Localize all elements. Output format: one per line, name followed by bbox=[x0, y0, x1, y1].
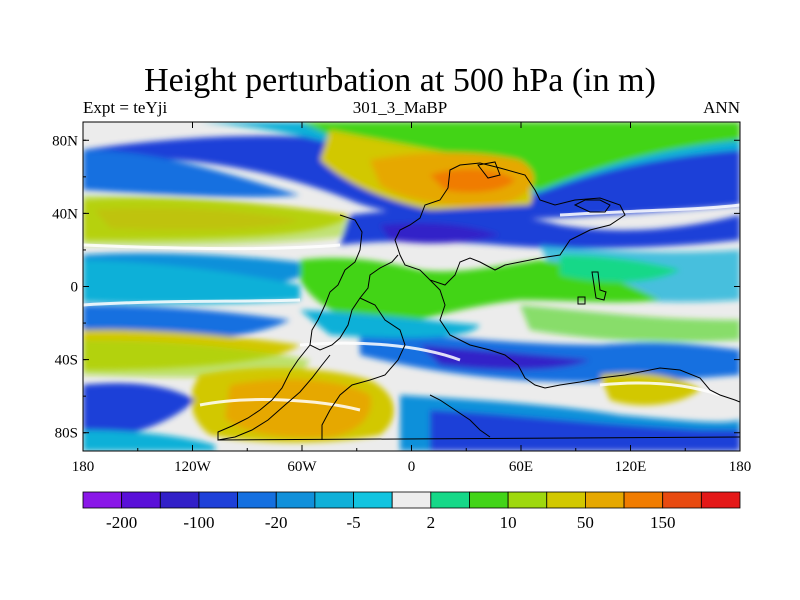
colorbar-swatch bbox=[159, 491, 200, 509]
contour-field bbox=[83, 122, 740, 451]
subtitle-center: 301_3_MaBP bbox=[352, 98, 448, 117]
coast-antarctica bbox=[217, 436, 740, 441]
colorbar-label: -20 bbox=[265, 513, 288, 532]
band-navy-mid bbox=[380, 223, 500, 244]
coast-small-island bbox=[577, 296, 586, 305]
colorbar-swatch bbox=[391, 491, 432, 509]
band-blue-antarctic-west bbox=[83, 383, 195, 440]
y-tick-label: 40S bbox=[55, 353, 78, 369]
colorbar-label: -5 bbox=[346, 513, 360, 532]
colorbar-swatch bbox=[237, 491, 277, 509]
colorbar: -200 -100 -20 -5 2 10 50 150 bbox=[82, 491, 741, 532]
coast-antarctic-peninsula bbox=[429, 394, 491, 438]
colorbar-swatch bbox=[198, 491, 238, 509]
colorbar-label: -100 bbox=[183, 513, 214, 532]
coast-south-america-east bbox=[321, 297, 406, 440]
x-tick-label: 0 bbox=[408, 459, 416, 475]
coast-south-america bbox=[217, 344, 331, 441]
x-tick-label: 120W bbox=[174, 459, 212, 475]
zero-contours bbox=[83, 203, 740, 412]
coast-eurasia bbox=[394, 162, 626, 286]
band-green-south-east bbox=[520, 305, 740, 342]
coast-arctic-islands bbox=[477, 161, 501, 179]
colorbar-swatch bbox=[314, 491, 354, 509]
y-axis: 80N 40N 0 40S 80S bbox=[52, 133, 740, 442]
band-green-south bbox=[83, 340, 310, 378]
colorbar-swatch bbox=[700, 491, 741, 509]
colorbar-label: 50 bbox=[577, 513, 594, 532]
y-tick-label: 40N bbox=[52, 206, 78, 222]
coast-australia bbox=[639, 367, 740, 403]
colorbar-swatch bbox=[662, 491, 702, 509]
colorbar-swatch bbox=[585, 491, 625, 509]
colorbar-swatch bbox=[469, 491, 509, 509]
band-orange-south-blob bbox=[225, 379, 371, 438]
x-axis: 180 120W 60W 0 60E 120E 180 bbox=[72, 122, 752, 475]
y-tick-label: 80N bbox=[52, 133, 78, 149]
band-green-west bbox=[83, 195, 360, 247]
colorbar-label: 2 bbox=[427, 513, 436, 532]
coastlines bbox=[217, 161, 740, 441]
colorbar-swatch bbox=[121, 491, 161, 509]
coast-indonesia bbox=[591, 271, 607, 301]
colorbar-swatch bbox=[507, 491, 548, 509]
band-blue-south-mid bbox=[360, 330, 740, 383]
x-tick-label: 60E bbox=[509, 459, 533, 475]
y-tick-label: 80S bbox=[55, 426, 78, 442]
colorbar-label: 10 bbox=[500, 513, 517, 532]
subtitle-left: Expt = teYji bbox=[83, 98, 168, 117]
colorbar-swatch bbox=[353, 491, 393, 509]
colorbar-swatch bbox=[82, 491, 123, 509]
band-cyan-antarctic-west bbox=[83, 430, 215, 451]
coast-africa bbox=[429, 279, 641, 389]
x-tick-label: 180 bbox=[729, 459, 752, 475]
band-cyan-trop-light bbox=[83, 260, 300, 305]
colorbar-label: -200 bbox=[106, 513, 137, 532]
band-blue-antarctic-east bbox=[430, 410, 740, 451]
band-cyan-south bbox=[300, 310, 480, 338]
x-tick-label: 120E bbox=[615, 459, 647, 475]
chart-title: Height perturbation at 500 hPa (in m) bbox=[144, 62, 656, 99]
y-tick-label: 0 bbox=[71, 280, 79, 296]
coast-japan bbox=[573, 199, 611, 213]
subtitle-right: ANN bbox=[703, 98, 740, 117]
colorbar-swatch bbox=[275, 491, 316, 509]
colorbar-swatch bbox=[546, 491, 586, 509]
band-teal-trop bbox=[560, 255, 680, 282]
band-deepblue-left bbox=[83, 150, 300, 198]
x-tick-label: 60W bbox=[287, 459, 317, 475]
colorbar-swatch bbox=[430, 491, 470, 509]
colorbar-swatch bbox=[623, 491, 664, 509]
band-yellow-se bbox=[600, 373, 700, 406]
x-tick-label: 180 bbox=[72, 459, 95, 475]
band-navy-south-mid bbox=[420, 345, 590, 370]
colorbar-label: 150 bbox=[650, 513, 676, 532]
band-red-north bbox=[430, 168, 515, 193]
